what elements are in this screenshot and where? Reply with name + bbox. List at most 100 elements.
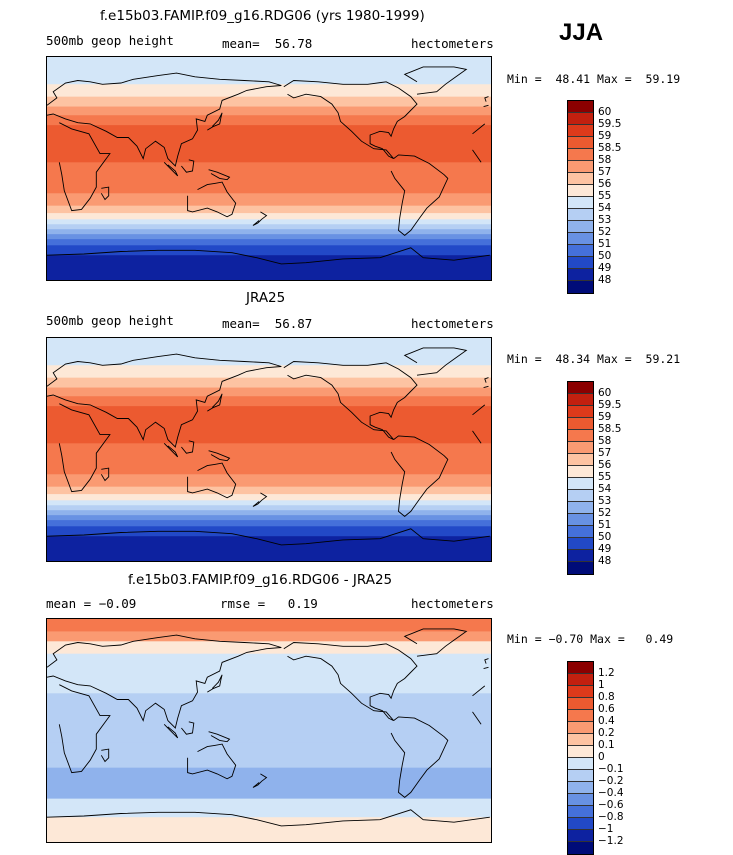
panel1-minmax: Min = 48.41 Max = 59.19	[507, 72, 680, 86]
panel2-colorbar	[567, 381, 594, 575]
panel3-coastline-6	[47, 809, 490, 827]
panel2-colorbar-box	[568, 382, 593, 394]
panel1-map	[46, 56, 492, 281]
panel2-mean-label: mean=	[222, 316, 260, 331]
panel1-contour-band-3	[47, 106, 491, 116]
panel1-colorbar-label: 55	[598, 190, 612, 202]
panel3-colorbar-box	[568, 758, 593, 770]
panel2-contour-band-5	[47, 406, 491, 444]
panel1-contour-band-1	[47, 84, 491, 98]
panel2-colorbar-label: 60	[598, 387, 612, 399]
panel3-colorbar-box	[568, 830, 593, 842]
panel3-colorbar-box	[568, 770, 593, 782]
panel3-map	[46, 618, 492, 843]
panel2-colorbar-label: 55	[598, 471, 612, 483]
panel1-colorbar-label: 58	[598, 154, 612, 166]
panel3-colorbar-label: 1	[598, 679, 605, 691]
panel2-colorbar-label: 51	[598, 519, 612, 531]
panel2-contour-band-2	[47, 377, 491, 389]
panel1-contour-band-8	[47, 205, 491, 214]
panel2-colorbar-box	[568, 526, 593, 538]
panel3-colorbar-box	[568, 722, 593, 734]
panel2-contour-band-8	[47, 486, 491, 495]
panel3-colorbar-label: 0.1	[598, 739, 615, 751]
panel3-colorbar-box	[568, 662, 593, 674]
panel2-colorbar-label: 58	[598, 435, 612, 447]
panel1-colorbar-label: 59.5	[598, 118, 622, 130]
panel3-colorbar-label: −0.4	[598, 787, 624, 799]
panel1-coastline-5	[403, 66, 468, 95]
panel1-map-svg	[47, 57, 491, 280]
panel3-colorbar-label: 0	[598, 751, 605, 763]
panel2-variable: 500mb geop height	[46, 313, 174, 328]
panel2-colorbar-box	[568, 562, 593, 574]
panel1-colorbar-box	[568, 281, 593, 293]
panel3-contour-band-0	[47, 619, 491, 632]
panel1-variable: 500mb geop height	[46, 33, 174, 48]
panel3-colorbar-label: 1.2	[598, 667, 615, 679]
panel3-coastline-3	[390, 716, 449, 798]
panel2-contour-band-13	[47, 515, 491, 521]
panel2-coastline-6	[47, 528, 490, 546]
panel3-coastline-12	[100, 748, 110, 763]
panel2-colorbar-label: 54	[598, 483, 612, 495]
panel3-colorbar-box	[568, 674, 593, 686]
panel1-coastline-11	[483, 96, 489, 108]
panel1-coastline-8	[163, 161, 179, 177]
panel3-min-label: Min =	[507, 632, 542, 646]
panel1-colorbar-box	[568, 233, 593, 245]
panel3-coastline-10	[208, 731, 231, 743]
panel2-contour-band-6	[47, 443, 491, 475]
panel1-colorbar-box	[568, 137, 593, 149]
panel2-colorbar-label: 49	[598, 543, 612, 555]
panel3-colorbar-label: −1	[598, 823, 614, 835]
panel3-colorbar-label: −0.8	[598, 811, 624, 823]
panel1-colorbar	[567, 100, 594, 294]
panel2-contour-band-7	[47, 474, 491, 488]
panel2-colorbar-box	[568, 442, 593, 454]
panel2-coastline-0	[58, 403, 486, 493]
panel1-contour-band-9	[47, 213, 491, 220]
panel3-title: f.e15b03.FAMIP.f09_g16.RDG06 - JRA25	[128, 572, 393, 588]
panel3-max-value: 0.49	[645, 632, 674, 646]
panel1-contour-band-12	[47, 229, 491, 235]
panel2-coastline-11	[483, 377, 489, 389]
panel3-max-label: Max =	[590, 632, 625, 646]
panel2-coastline-5	[403, 347, 468, 376]
panel3-colorbar	[567, 661, 594, 855]
panel3-colorbar-box	[568, 734, 593, 746]
panel1-coastline-7	[207, 112, 223, 131]
panel2-coastline-13	[252, 492, 268, 507]
panel2-coastline-10	[208, 450, 231, 462]
panel2-coastline-7	[207, 393, 223, 412]
panel3-colorbar-box	[568, 686, 593, 698]
panel1-colorbar-box	[568, 173, 593, 185]
panel1-coastline-6	[47, 247, 490, 265]
panel3-coastline-0	[58, 684, 486, 774]
panel1-colorbar-box	[568, 221, 593, 233]
panel2-contour-band-4	[47, 396, 491, 407]
panel1-coastline-10	[208, 169, 231, 181]
panel2-mean-value: 56.87	[274, 316, 313, 331]
panel1-coastline-9	[181, 159, 195, 173]
panel1-max-value: 59.19	[645, 72, 681, 86]
panel2-colorbar-box	[568, 502, 593, 514]
panel1-colorbar-box	[568, 113, 593, 125]
panel1-coastline-3	[390, 154, 449, 236]
panel1-contour-band-16	[47, 255, 491, 280]
panel2-colorbar-box	[568, 394, 593, 406]
panel2-contour-band-12	[47, 510, 491, 516]
panel2-colorbar-box	[568, 418, 593, 430]
panel1-min-value: 48.41	[555, 72, 591, 86]
panel3-map-svg	[47, 619, 491, 842]
panel2-colorbar-box	[568, 514, 593, 526]
panel3-minmax: Min = −0.70 Max = 0.49	[507, 632, 673, 646]
panel1-colorbar-label: 50	[598, 250, 612, 262]
panel3-colorbar-box	[568, 818, 593, 830]
panel3-colorbar-label: 0.8	[598, 691, 615, 703]
panel2-coastline-3	[390, 435, 449, 517]
panel2-colorbar-box	[568, 454, 593, 466]
panel1-colorbar-box	[568, 197, 593, 209]
panel2-coastline-4	[187, 462, 237, 499]
panel3-contour-band-6	[47, 767, 491, 800]
